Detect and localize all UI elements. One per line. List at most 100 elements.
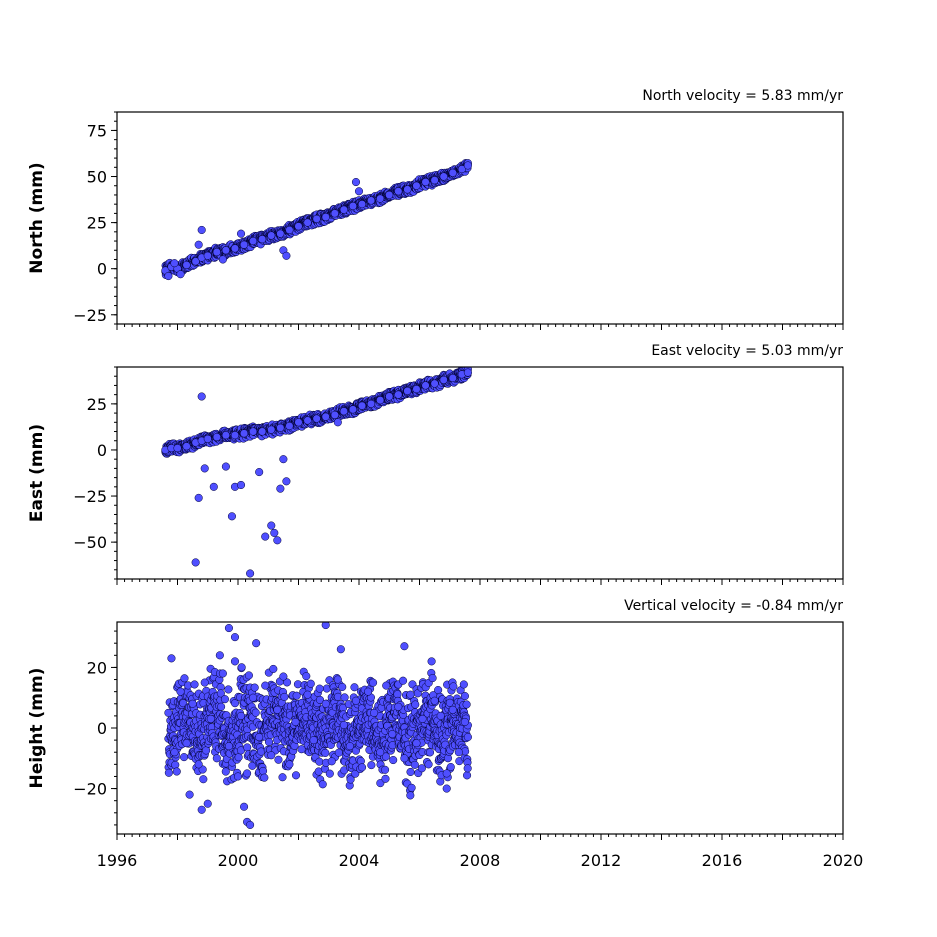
height-cloud-point xyxy=(224,685,233,694)
height-data-point xyxy=(203,799,212,808)
north-data-point xyxy=(463,161,472,170)
east-markers xyxy=(161,367,472,578)
east-data-point xyxy=(412,385,421,394)
east-data-point xyxy=(285,421,294,431)
north-data-point xyxy=(330,209,339,218)
east-data-point xyxy=(282,477,291,486)
north-data-point xyxy=(267,231,276,240)
east-data-point xyxy=(403,386,412,396)
height-data-point xyxy=(200,678,209,687)
height-markers xyxy=(164,622,472,829)
height-data-point xyxy=(448,705,457,714)
north-data-point xyxy=(236,229,246,238)
height-y-axis-label: Height (mm) xyxy=(27,668,47,789)
east-data-point xyxy=(221,462,230,471)
height-data-point xyxy=(336,645,345,654)
height-data-point xyxy=(388,730,397,739)
height-data-point xyxy=(321,699,330,708)
east-data-point xyxy=(321,412,330,421)
east-data-point xyxy=(330,410,339,419)
east-data-point xyxy=(194,493,203,502)
east-data-point xyxy=(394,390,403,399)
height-cloud-point xyxy=(434,685,443,695)
east-data-point xyxy=(261,532,270,541)
height-velocity-title: Vertical velocity = -0.84 mm/yr xyxy=(624,598,843,614)
north-data-point xyxy=(282,251,291,260)
height-data-point xyxy=(460,717,469,726)
height-cloud-point xyxy=(292,691,301,700)
east-y-tick-label: −25 xyxy=(73,487,107,506)
north-data-point xyxy=(312,214,321,223)
height-data-point xyxy=(321,622,330,630)
east-data-point xyxy=(303,416,312,425)
height-data-point xyxy=(351,696,361,705)
east-data-point xyxy=(249,427,258,436)
height-cloud-point xyxy=(462,771,472,780)
height-data-point xyxy=(463,733,472,742)
north-data-point xyxy=(421,178,430,187)
east-data-point xyxy=(267,521,276,530)
height-cloud-point xyxy=(244,671,253,680)
height-cloud-point xyxy=(381,765,390,774)
east-data-point xyxy=(267,425,276,434)
height-y-tick-label: 0 xyxy=(97,719,107,738)
north-data-point xyxy=(182,260,191,270)
height-data-point xyxy=(255,733,264,742)
height-cloud-point xyxy=(460,692,469,701)
east-data-point xyxy=(255,468,264,477)
height-cloud-point xyxy=(411,700,420,709)
height-cloud-point xyxy=(221,767,230,776)
height-data-point xyxy=(400,754,409,763)
east-data-point xyxy=(421,381,430,390)
height-data-point xyxy=(252,639,261,648)
height-cloud-point xyxy=(237,663,246,672)
north-y-tick-label: 75 xyxy=(87,121,107,140)
east-y-tick-label: 25 xyxy=(87,395,107,414)
height-data-point xyxy=(303,690,312,699)
east-y-tick-label: −50 xyxy=(73,533,107,552)
height-cloud-point xyxy=(243,743,252,752)
east-data-point xyxy=(273,536,282,545)
east-data-point xyxy=(270,528,279,537)
north-data-point xyxy=(176,270,185,279)
height-cloud-point xyxy=(230,699,240,708)
height-data-point xyxy=(406,690,415,699)
height-data-point xyxy=(267,751,276,760)
north-data-point xyxy=(448,168,457,177)
height-data-point xyxy=(333,675,342,684)
height-data-point xyxy=(454,748,463,757)
north-data-point xyxy=(197,225,206,235)
north-data-point xyxy=(218,255,227,264)
east-data-point xyxy=(200,464,209,473)
east-data-point xyxy=(246,569,255,578)
east-data-point xyxy=(276,423,285,432)
height-cloud-point xyxy=(350,683,359,692)
height-cloud-point xyxy=(381,752,390,761)
height-data-point xyxy=(424,760,433,769)
height-data-point xyxy=(230,633,240,642)
height-cloud-point xyxy=(318,780,327,789)
x-tick-label: 2000 xyxy=(218,851,259,870)
height-cloud-point xyxy=(190,680,199,689)
north-data-point xyxy=(285,225,294,235)
north-axes-frame xyxy=(116,111,844,325)
north-data-point xyxy=(430,176,439,185)
height-data-point xyxy=(206,714,215,723)
north-data-point xyxy=(351,178,361,187)
east-data-point xyxy=(182,442,191,451)
height-data-point xyxy=(442,784,451,793)
height-cloud-point xyxy=(417,764,426,773)
height-data-point xyxy=(309,736,318,745)
north-panel: −25 0 25 50 75 North (mm) North velocity = 5.8… xyxy=(27,88,844,330)
height-data-point xyxy=(427,657,436,666)
north-data-point xyxy=(249,236,258,246)
height-data-point xyxy=(243,769,252,778)
height-data-point xyxy=(197,805,206,814)
height-cloud-point xyxy=(315,757,324,766)
height-data-point xyxy=(370,708,379,717)
height-cloud-point xyxy=(445,698,454,707)
height-cloud-point xyxy=(280,692,289,701)
height-cloud-point xyxy=(264,737,274,747)
height-data-point xyxy=(164,708,173,717)
height-cloud-point xyxy=(172,767,181,776)
